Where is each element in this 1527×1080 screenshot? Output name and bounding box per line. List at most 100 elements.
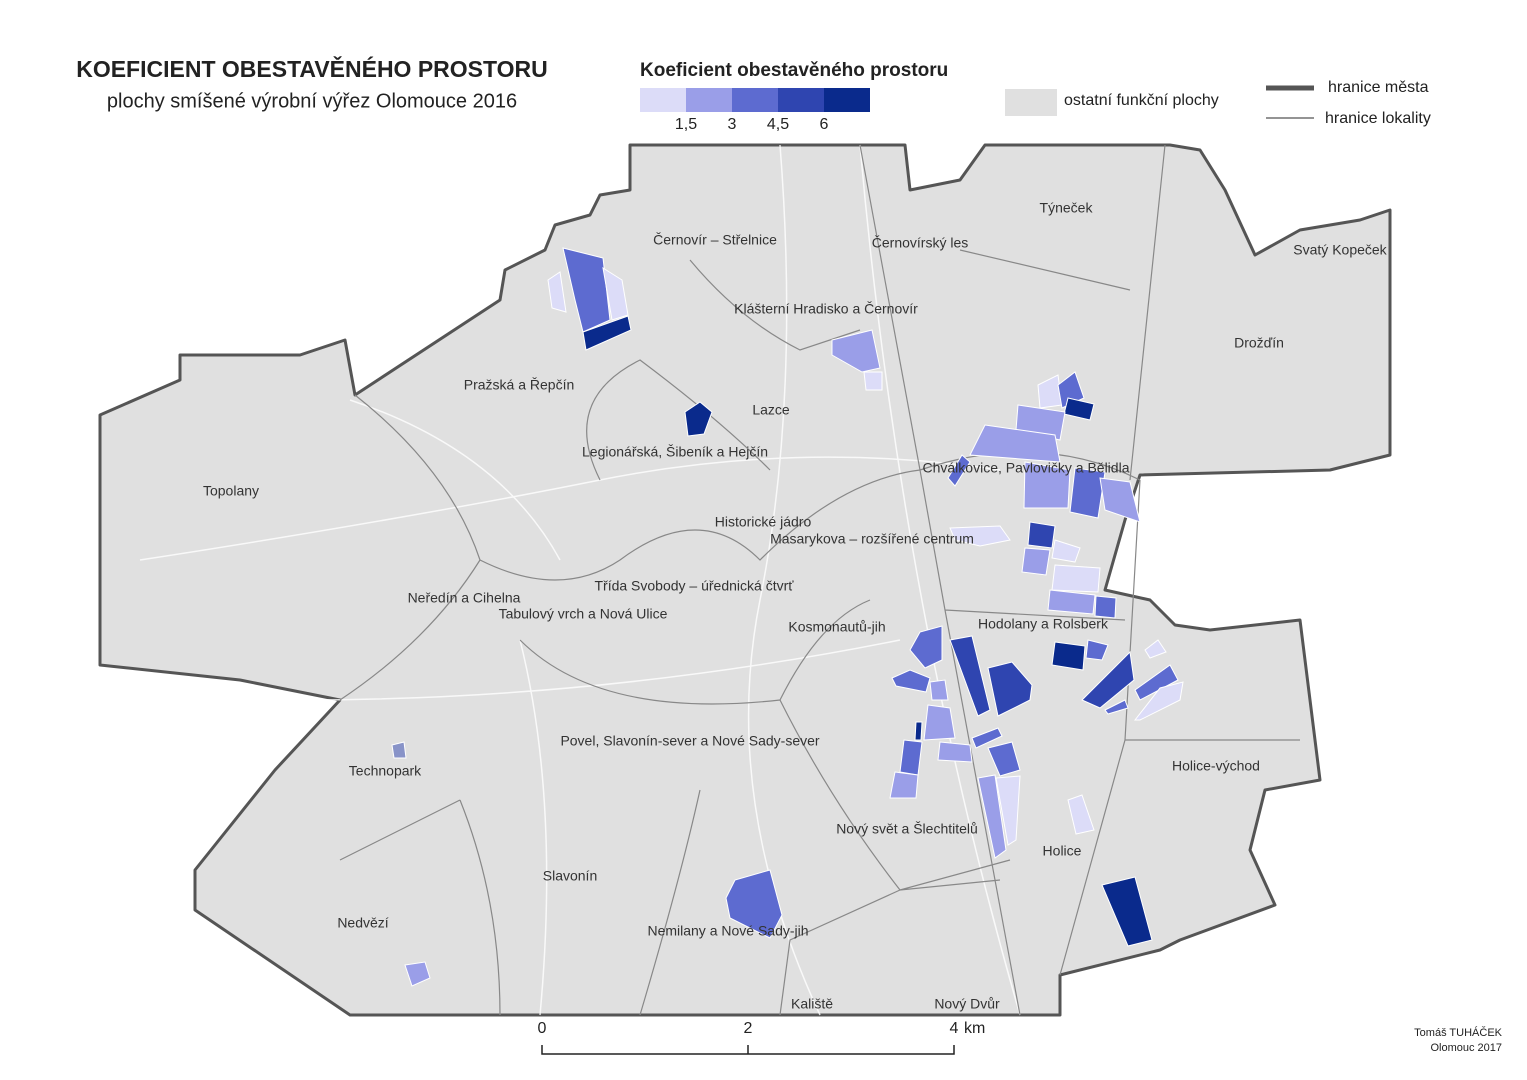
legend-break-label: 6 xyxy=(820,116,829,133)
area xyxy=(1051,539,1081,563)
locality-label: Kaliště xyxy=(791,996,833,1012)
area xyxy=(1101,876,1153,947)
legend-swatch xyxy=(640,88,686,112)
area xyxy=(1081,650,1135,709)
area xyxy=(1134,664,1179,701)
area xyxy=(1067,794,1095,835)
legend-swatch xyxy=(778,88,824,112)
legend-swatch xyxy=(686,88,732,112)
area xyxy=(949,525,1011,547)
area xyxy=(1021,547,1051,576)
locality-boundary-label: hranice lokality xyxy=(1325,110,1431,127)
locality-label: Černovír – Střelnice xyxy=(653,232,777,248)
building-areas xyxy=(391,247,1184,987)
scale-unit: km xyxy=(964,1020,985,1037)
locality-label: Drožďín xyxy=(1234,335,1284,351)
scale-bar: 0 2 4 km xyxy=(538,1020,985,1055)
locality-label: Holice xyxy=(1043,843,1082,859)
locality-label: Holice-východ xyxy=(1172,758,1260,774)
subtitle: plochy smíšené výrobní výřez Olomouce 20… xyxy=(107,90,517,112)
locality-label: Hodolany a Rolsberk xyxy=(978,616,1109,632)
legend-swatch xyxy=(824,88,870,112)
area xyxy=(404,961,431,987)
area xyxy=(909,625,943,669)
area xyxy=(1144,639,1167,659)
city-boundary-label: hranice města xyxy=(1328,79,1429,96)
locality-label: Chválkovice, Pavlovičky a Bělidla xyxy=(923,460,1130,476)
scale-label: 0 xyxy=(538,1020,547,1037)
area xyxy=(831,329,881,373)
locality-label: Masarykova – rozšířené centrum xyxy=(770,531,974,547)
locality-label: Neředín a Cihelna xyxy=(408,590,521,606)
area xyxy=(1023,461,1071,509)
locality-label: Slavonín xyxy=(543,868,597,884)
scale-label: 2 xyxy=(744,1020,753,1037)
legend: Koeficient obestavěného prostoru ostatní… xyxy=(640,60,1431,133)
locality-label: Historické jádro xyxy=(715,514,812,530)
locality-label: Nedvězí xyxy=(337,915,388,931)
legend-break-label: 1,5 xyxy=(675,116,697,133)
locality-label: Kosmonautů-jih xyxy=(788,619,885,635)
locality-label: Topolany xyxy=(203,483,259,499)
locality-label: Nemilany a Nové Sady-jih xyxy=(647,923,808,939)
locality-labels: Černovír – Střelnice Černovírský les Týn… xyxy=(203,200,1388,1012)
area xyxy=(863,371,883,391)
area xyxy=(899,739,923,776)
locality-label: Lazce xyxy=(752,402,790,418)
area xyxy=(1104,699,1129,715)
area xyxy=(889,771,919,799)
locality-label: Povel, Slavonín-sever a Nové Sady-sever xyxy=(560,733,819,749)
credit-place: Olomouc 2017 xyxy=(1430,1042,1502,1054)
locality-label: Týneček xyxy=(1040,200,1094,216)
locality-label: Technopark xyxy=(349,763,422,779)
area xyxy=(602,266,629,321)
credit-author: Tomáš TUHÁČEK xyxy=(1414,1026,1502,1039)
area xyxy=(547,271,567,313)
area xyxy=(1069,467,1106,519)
other-area-label: ostatní funkční plochy xyxy=(1064,92,1219,109)
map-body: Černovír – Střelnice Černovírský les Týn… xyxy=(98,143,1392,1017)
area xyxy=(891,669,931,693)
area xyxy=(1027,521,1056,549)
title: KOEFICIENT OBESTAVĚNÉHO PROSTORU xyxy=(76,55,548,82)
locality-label: Nový Dvůr xyxy=(934,996,1000,1012)
locality-label: Černovírský les xyxy=(872,235,968,251)
area xyxy=(969,424,1061,463)
locality-label: Svatý Kopeček xyxy=(1293,242,1387,258)
area xyxy=(725,869,783,939)
locality-label: Legionářská, Šibeník a Hejčín xyxy=(582,444,768,460)
area xyxy=(987,741,1021,777)
locality-label: Klášterní Hradisko a Černovír xyxy=(734,301,918,317)
locality-label: Tabulový vrch a Nová Ulice xyxy=(499,606,668,622)
locality-label: Nový svět a Šlechtitelů xyxy=(836,821,978,837)
area xyxy=(977,774,1007,859)
area xyxy=(937,741,973,763)
legend-break-label: 4,5 xyxy=(767,116,789,133)
area xyxy=(391,741,407,759)
legend-break-label: 3 xyxy=(728,116,737,133)
area xyxy=(971,727,1003,749)
area xyxy=(1057,371,1085,409)
area xyxy=(1047,589,1096,615)
legend-title: Koeficient obestavěného prostoru xyxy=(640,60,948,81)
area xyxy=(582,315,632,351)
area xyxy=(1085,639,1109,661)
area xyxy=(684,401,713,437)
area xyxy=(1133,681,1184,721)
scale-label: 4 xyxy=(950,1020,959,1037)
area xyxy=(923,704,956,741)
locality-label: Pražská a Řepčín xyxy=(464,377,575,393)
area xyxy=(949,635,991,717)
city-area xyxy=(98,143,1392,1017)
other-area-swatch xyxy=(1005,89,1057,116)
scale-line xyxy=(541,1045,955,1055)
legend-swatch xyxy=(732,88,778,112)
area xyxy=(947,454,971,487)
area xyxy=(995,775,1021,846)
area xyxy=(562,247,611,333)
area xyxy=(1094,595,1117,619)
area xyxy=(987,661,1033,717)
